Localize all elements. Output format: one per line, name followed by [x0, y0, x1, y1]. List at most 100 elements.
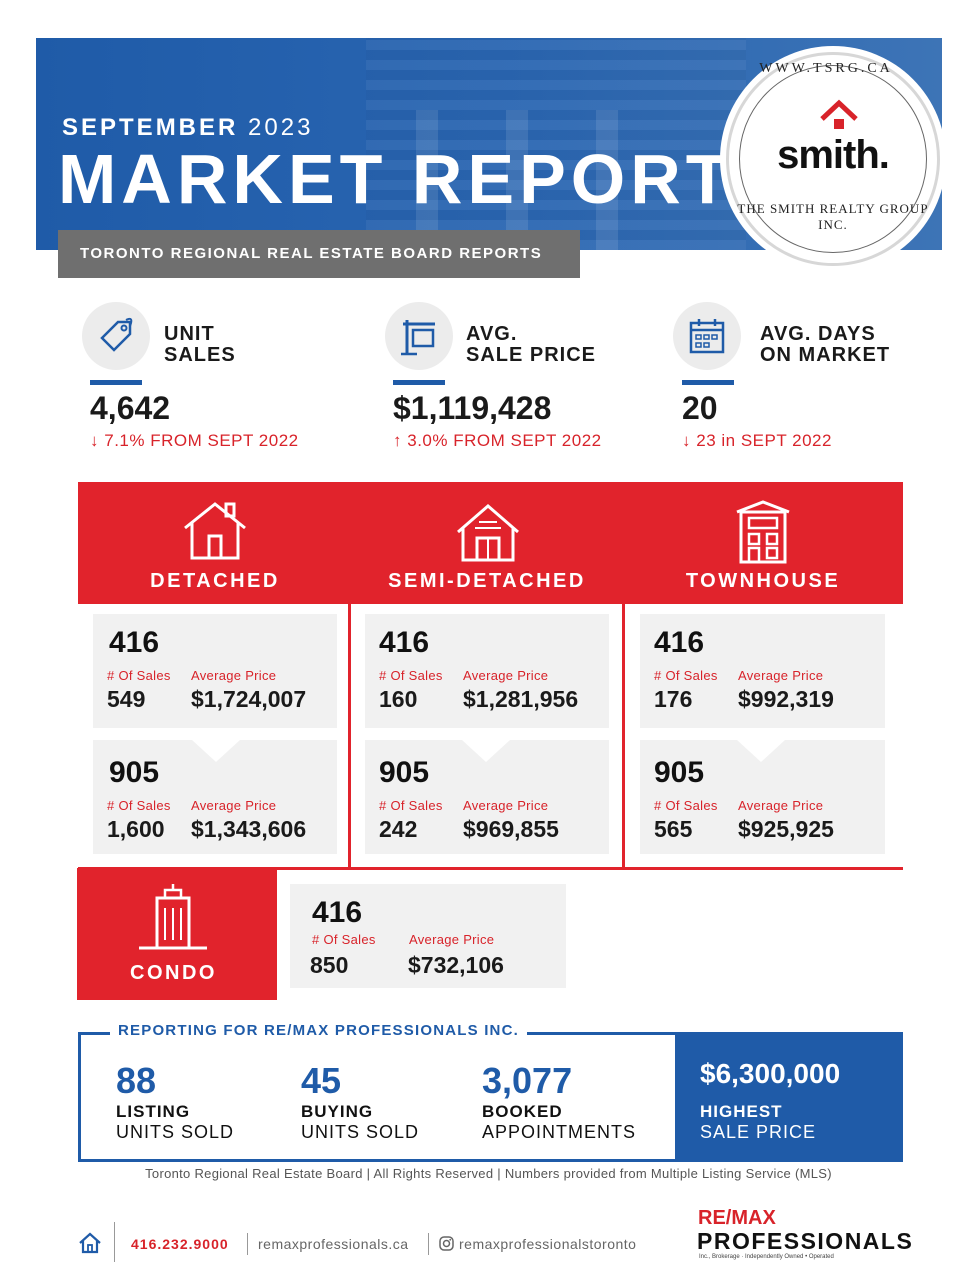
area-code: 416 — [654, 626, 705, 659]
price-value: $1,281,956 — [463, 686, 579, 712]
price-value: $660,491 — [733, 952, 829, 978]
footer-instagram-link[interactable]: remaxprofessionalstoronto — [459, 1236, 637, 1252]
stat-underline — [393, 380, 445, 385]
sales-label: # Of Sales — [654, 798, 718, 813]
logo-website: WWW.TSRG.CA — [759, 61, 893, 76]
price-value: $969,855 — [463, 816, 559, 842]
footer-phone-link[interactable]: 416.232.9000 — [131, 1236, 229, 1252]
home-icon[interactable] — [78, 1232, 102, 1254]
remax-brand-tagline: Inc., Brokerage · Independently Owned • … — [699, 1254, 834, 1260]
price-label: Average Price — [734, 932, 820, 947]
highest-sale-value: $6,300,000 — [700, 1058, 841, 1089]
sales-value: 1,600 — [107, 816, 165, 842]
condo-label-box: CONDO — [77, 868, 277, 1000]
remax-brand-name: PROFESSIONALS — [697, 1228, 914, 1254]
price-label: Average Price — [191, 668, 277, 683]
townhouse-icon — [733, 498, 793, 564]
price-label: Average Price — [463, 798, 549, 813]
condo-arrow-connector — [566, 884, 600, 988]
sales-value: 242 — [379, 816, 418, 842]
reporting-label-primary: BOOKED — [482, 1102, 563, 1121]
arrow-down-icon: ↓ — [90, 431, 99, 450]
stat-value-avg-days-on-market: 20 — [682, 390, 718, 426]
card-townhouse-416: 416 # Of Sales Average Price 176 $992,31… — [640, 614, 885, 728]
reporting-item-appointments: 3,077 BOOKED APPOINTMENTS — [482, 1060, 636, 1143]
logo-house-icon — [820, 99, 858, 129]
reporting-label-secondary: APPOINTMENTS — [482, 1122, 637, 1142]
banner-background-house — [366, 38, 746, 250]
footer-divider — [428, 1233, 429, 1255]
sales-value: 549 — [107, 686, 146, 712]
card-notch — [462, 740, 510, 762]
sales-value: 565 — [654, 816, 693, 842]
data-source-footnote: Toronto Regional Real Estate Board | All… — [145, 1166, 832, 1181]
arrow-down-icon: ↓ — [682, 431, 691, 450]
card-semi-detached-416: 416 # Of Sales Average Price 160 $1,281,… — [365, 614, 609, 728]
section-divider — [78, 867, 903, 870]
sales-label: # Of Sales — [312, 932, 376, 947]
reporting-title: REPORTING FOR RE/MAX PROFESSIONALS INC. — [110, 1022, 527, 1039]
card-notch — [737, 740, 785, 762]
report-title: MARKET REPORT — [58, 140, 734, 218]
banner-column — [506, 110, 528, 250]
reporting-label-primary: BUYING — [301, 1102, 374, 1121]
type-label-condo: CONDO — [130, 962, 217, 984]
reporting-value: 3,077 — [482, 1060, 573, 1101]
stat-value-avg-sale-price: $1,119,428 — [393, 390, 552, 426]
card-condo-416: 416 # Of Sales Average Price 850 $732,10… — [290, 884, 580, 988]
stat-underline — [90, 380, 142, 385]
card-detached-905: 905 # Of Sales Average Price 1,600 $1,34… — [93, 740, 337, 854]
price-label: Average Price — [409, 932, 495, 947]
arrow-up-icon: ↑ — [393, 431, 402, 450]
stat-change-unit-sales: ↓ 7.1% FROM SEPT 2022 — [90, 431, 299, 450]
area-code: 905 — [379, 756, 430, 789]
area-code: 416 — [312, 896, 363, 929]
column-divider — [622, 604, 625, 868]
smith-realty-logo[interactable]: WWW.TSRG.CA smith. THE SMITH REALTY GROU… — [726, 52, 940, 266]
price-value: $732,106 — [408, 952, 504, 978]
instagram-icon[interactable] — [439, 1236, 454, 1251]
banner-column — [416, 110, 438, 250]
price-label: Average Price — [738, 668, 824, 683]
sales-label: # Of Sales — [107, 798, 171, 813]
price-value: $1,724,007 — [191, 686, 307, 712]
stat-label-unit-sales: UNIT SALES — [164, 323, 236, 366]
area-code: 905 — [654, 756, 705, 789]
type-label-detached: DETACHED — [150, 570, 280, 592]
reporting-label-primary: LISTING — [116, 1102, 191, 1121]
sales-value: 850 — [310, 952, 349, 978]
price-value: $992,319 — [738, 686, 834, 712]
footer-website-link[interactable]: remaxprofessionals.ca — [258, 1236, 409, 1252]
semi-detached-house-icon — [455, 502, 521, 562]
area-code: 416 — [109, 626, 160, 659]
type-label-townhouse: TOWNHOUSE — [685, 570, 841, 592]
sale-sign-icon — [385, 302, 453, 370]
sales-label: # Of Sales — [654, 668, 718, 683]
banner-column — [596, 110, 618, 250]
price-tag-icon — [82, 302, 150, 370]
reporting-value: 45 — [301, 1060, 342, 1101]
logo-company-name: THE SMITH REALTY GROUP INC. — [737, 201, 929, 232]
stat-change-avg-days-on-market: ↓ 23 in SEPT 2022 — [682, 431, 832, 450]
area-code: 905 — [109, 756, 160, 789]
reporting-value: 88 — [116, 1060, 157, 1101]
stat-value-unit-sales: 4,642 — [90, 390, 171, 426]
reporting-item-listing: 88 LISTING UNITS SOLD — [116, 1060, 234, 1143]
footer-divider — [247, 1233, 248, 1255]
type-label-semi-detached: SEMI-DETACHED — [388, 570, 586, 592]
logo-ring — [739, 65, 927, 253]
detached-house-icon — [182, 500, 248, 560]
reporting-label-secondary: UNITS SOLD — [301, 1122, 420, 1142]
sales-label: # Of Sales — [379, 668, 443, 683]
reporting-label-secondary: UNITS SOLD — [116, 1122, 235, 1142]
card-condo-905: 905 # Of Sales Average Price 457 $660,49… — [582, 884, 887, 988]
price-label: Average Price — [463, 668, 549, 683]
sales-label: # Of Sales — [636, 932, 700, 947]
price-value: $925,925 — [738, 816, 834, 842]
stat-change-avg-sale-price: ↑ 3.0% FROM SEPT 2022 — [393, 431, 602, 450]
stat-label-avg-days-on-market: AVG. DAYS ON MARKET — [760, 323, 891, 366]
condo-building-icon — [139, 884, 207, 950]
highest-sale-box: $6,300,000 HIGHEST SALE PRICE — [675, 1032, 903, 1162]
price-value: $1,343,606 — [191, 816, 307, 842]
sales-value: 176 — [654, 686, 693, 712]
